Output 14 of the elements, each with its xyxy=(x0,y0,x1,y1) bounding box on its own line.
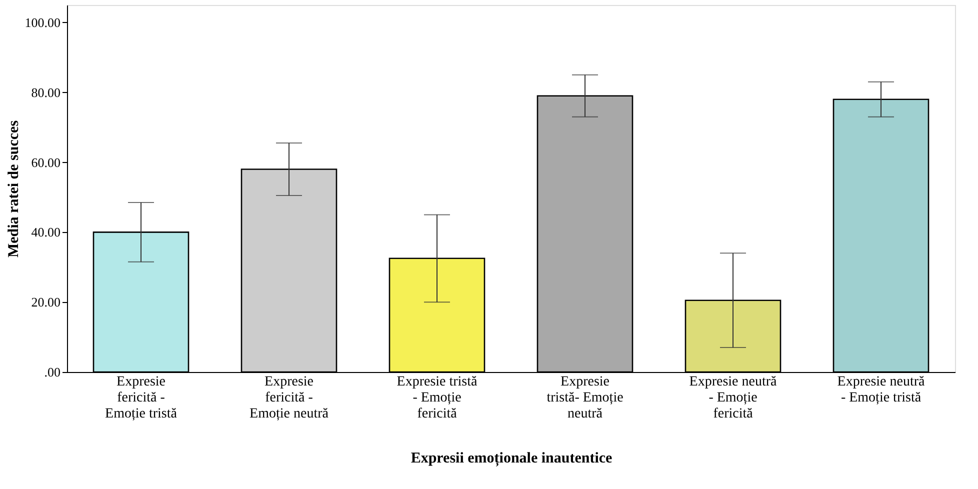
x-tick-label: Expresie fericită - Emoție tristă xyxy=(105,374,178,422)
y-tick-label: 60.00 xyxy=(31,154,60,170)
x-axis-title: Expresii emoționale inautentice xyxy=(410,450,613,466)
y-tick-label: 80.00 xyxy=(31,84,60,100)
x-tick-label: Expresie fericită - Emoție neutră xyxy=(250,374,330,422)
y-tick-label: 20.00 xyxy=(31,294,60,310)
x-tick-label: Expresie neutră - Emoție fericită xyxy=(689,374,778,422)
x-tick-label: Expresie tristă - Emoție fericită xyxy=(396,374,478,422)
x-tick-label: Expresie neutră - Emoție tristă xyxy=(837,374,926,406)
y-tick-label: .00 xyxy=(44,364,60,380)
y-tick-label: 100.00 xyxy=(24,14,60,30)
y-axis-title: Media ratei de succes xyxy=(6,120,22,258)
x-tick-label: Expresie tristă- Emoție neutră xyxy=(546,374,624,422)
y-tick-label: 40.00 xyxy=(31,224,60,240)
